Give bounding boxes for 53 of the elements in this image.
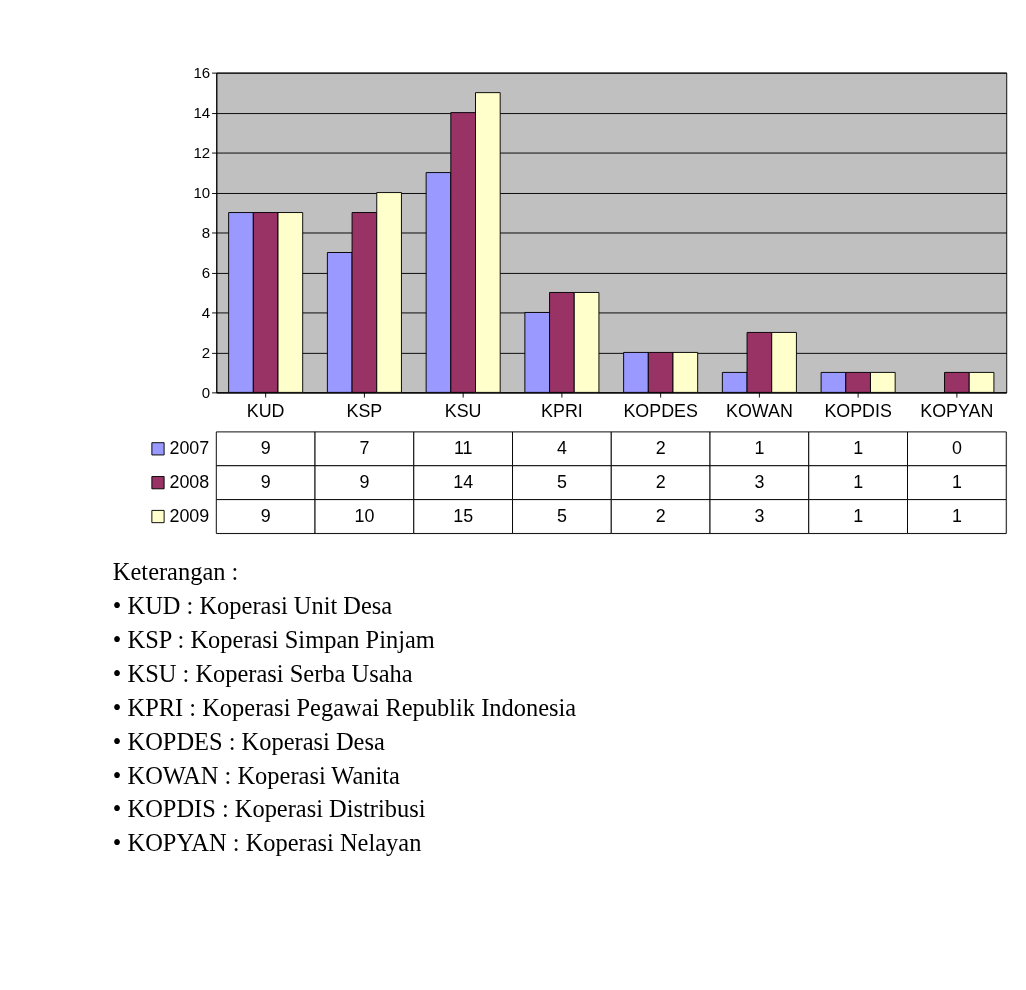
data-label: 9 <box>260 438 271 459</box>
data-label: 9 <box>260 506 271 527</box>
data-label: 1 <box>853 438 864 459</box>
data-label: 5 <box>556 506 567 527</box>
data-label: 0 <box>951 438 962 459</box>
x-tick-label: KOPYAN <box>920 401 994 422</box>
data-label: 9 <box>359 472 370 493</box>
y-tick-label: 8 <box>201 223 211 241</box>
data-label: 1 <box>754 438 765 459</box>
legend-label: 2009 <box>169 506 210 527</box>
data-label: 1 <box>853 472 864 493</box>
data-label: 2 <box>655 472 666 493</box>
text: • KOPDIS : Koperasi Distribusi <box>112 795 426 823</box>
y-tick-label: 10 <box>193 183 211 201</box>
y-tick-label: 12 <box>193 143 211 161</box>
data-label: 2 <box>655 438 666 459</box>
data-label: 10 <box>354 506 375 527</box>
x-tick-label: KOWAN <box>725 401 793 422</box>
data-label: 1 <box>951 506 962 527</box>
text: • KOPDES : Koperasi Desa <box>112 727 385 755</box>
x-tick-label: KOPDIS <box>824 401 892 422</box>
data-label: 1 <box>853 506 864 527</box>
y-tick-label: 6 <box>201 263 211 281</box>
data-label: 4 <box>556 438 567 459</box>
data-label: 5 <box>556 472 567 493</box>
text: • KOPYAN : Koperasi Nelayan <box>112 829 422 857</box>
data-label: 11 <box>453 438 473 459</box>
data-label: 2 <box>655 506 666 527</box>
x-tick-label: KSU <box>444 401 482 422</box>
data-label: 9 <box>260 472 271 493</box>
x-tick-label: KUD <box>246 401 285 422</box>
y-tick-label: 4 <box>201 303 211 321</box>
data-label: 1 <box>951 472 962 493</box>
text: • KPRI : Koperasi Pegawai Republik Indonesia <box>112 693 577 721</box>
x-tick-label: KOPDES <box>623 401 698 422</box>
text: • KOWAN : Koperasi Wanita <box>112 761 401 789</box>
y-tick-label: 16 <box>193 63 211 81</box>
x-tick-label: KSP <box>346 401 383 422</box>
text: • KSU : Koperasi Serba Usaha <box>112 660 413 688</box>
x-tick-label: KPRI <box>541 401 583 422</box>
data-label: 3 <box>754 506 765 527</box>
data-label: 3 <box>754 472 765 493</box>
y-tick-label: 0 <box>201 383 211 401</box>
y-tick-label: 14 <box>193 103 211 121</box>
text: • KSP : Koperasi Simpan Pinjam <box>112 626 435 654</box>
legend-label: 2008 <box>169 472 210 493</box>
text: • KUD : Koperasi Unit Desa <box>112 592 393 620</box>
text: Keterangan : <box>112 558 239 586</box>
data-label: 15 <box>453 506 474 527</box>
y-tick-label: 2 <box>201 343 211 361</box>
data-label: 7 <box>359 438 370 459</box>
data-label: 14 <box>453 472 474 493</box>
legend-label: 2007 <box>169 438 210 459</box>
